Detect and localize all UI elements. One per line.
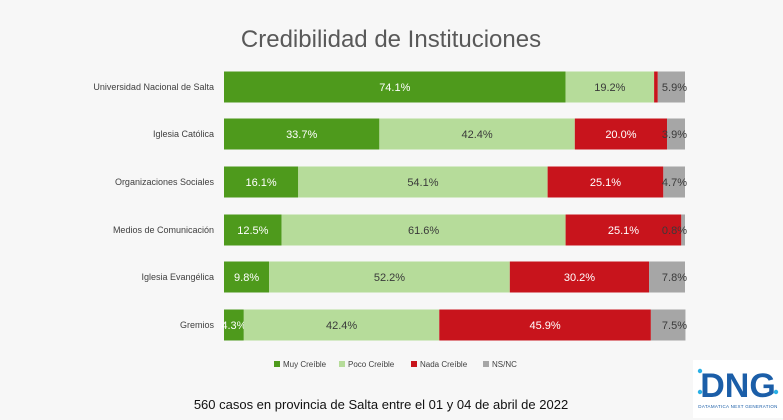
data-label: 74.1%	[379, 82, 410, 94]
category-label: Iglesia Católica	[153, 129, 214, 139]
bar-segment	[654, 71, 658, 103]
bar-segment	[650, 309, 686, 341]
category-label: Gremios	[180, 320, 215, 330]
logo-background	[693, 360, 783, 418]
bar-segment	[281, 214, 566, 246]
data-label: 5.9%	[662, 82, 687, 94]
category-label: Medios de Comunicación	[113, 225, 214, 235]
data-label: 9.8%	[234, 272, 259, 284]
logo-dot-icon	[697, 368, 703, 374]
chart-title: Credibilidad de Instituciones	[241, 26, 541, 53]
data-label: 54.1%	[407, 177, 438, 189]
legend-swatch	[339, 361, 345, 367]
bar-segment	[565, 71, 655, 103]
category-label: Iglesia Evangélica	[141, 272, 214, 282]
data-label: 3.9%	[662, 129, 687, 141]
bar-segment	[224, 261, 270, 293]
data-label: 42.4%	[461, 129, 492, 141]
bar-segment	[243, 309, 440, 341]
bar-segment	[298, 166, 548, 198]
category-label: Universidad Nacional de Salta	[93, 82, 214, 92]
data-label: 61.6%	[408, 225, 439, 237]
logo-subtitle: DATAMATICA NEXT GENERATION	[698, 404, 777, 409]
bar-segment	[509, 261, 650, 293]
data-label: 7.5%	[662, 320, 687, 332]
data-label: 4.3%	[221, 320, 246, 332]
bar-segment	[224, 309, 244, 341]
dng-logo: DNG DATAMATICA NEXT GENERATION	[693, 360, 783, 418]
legend-swatch	[483, 361, 489, 367]
data-label: 4.7%	[662, 177, 687, 189]
data-label: 12.5%	[237, 225, 268, 237]
data-label: 0.8%	[662, 225, 687, 237]
bar-segment	[574, 118, 668, 150]
data-label: 7.8%	[662, 272, 687, 284]
legend-label: NS/NC	[492, 360, 517, 369]
logo-dot-icon	[773, 389, 779, 395]
bars-group: Universidad Nacional de Salta 74.1% 19.2% 5…	[93, 71, 687, 341]
data-label: 19.2%	[594, 82, 625, 94]
bar-segment	[269, 261, 510, 293]
data-label: 16.1%	[246, 177, 277, 189]
bar-segment	[379, 118, 575, 150]
legend-label: Nada Creíble	[420, 360, 468, 369]
data-label: 30.2%	[564, 272, 595, 284]
data-label: 52.2%	[374, 272, 405, 284]
footer-note: 560 casos en provincia de Salta entre el…	[194, 397, 568, 412]
data-label: 45.9%	[529, 320, 560, 332]
bar-segment	[565, 214, 682, 246]
legend-swatch	[411, 361, 417, 367]
category-label: Organizaciones Sociales	[115, 177, 215, 187]
legend-swatch	[274, 361, 280, 367]
bar-segment	[649, 261, 685, 293]
bar-segment	[657, 71, 685, 103]
chart-legend: Muy Creíble Poco Creíble Nada Creíble NS/NC	[274, 360, 517, 369]
data-label: 33.7%	[286, 129, 317, 141]
bar-segment	[224, 118, 380, 150]
legend-label: Muy Creíble	[283, 360, 327, 369]
data-label: 25.1%	[608, 225, 639, 237]
data-label: 25.1%	[590, 177, 621, 189]
bar-segment	[547, 166, 664, 198]
bar-segment	[663, 166, 685, 198]
logo-dot-icon	[697, 389, 703, 395]
data-label: 20.0%	[605, 129, 636, 141]
logo-text: DNG	[700, 367, 776, 405]
bar-segment	[667, 118, 685, 150]
bar-segment	[681, 214, 685, 246]
bar-segment	[224, 166, 299, 198]
bar-segment	[439, 309, 651, 341]
legend-label: Poco Creíble	[348, 360, 395, 369]
bar-segment	[224, 214, 282, 246]
data-label: 42.4%	[326, 320, 357, 332]
bar-segment	[224, 71, 566, 103]
